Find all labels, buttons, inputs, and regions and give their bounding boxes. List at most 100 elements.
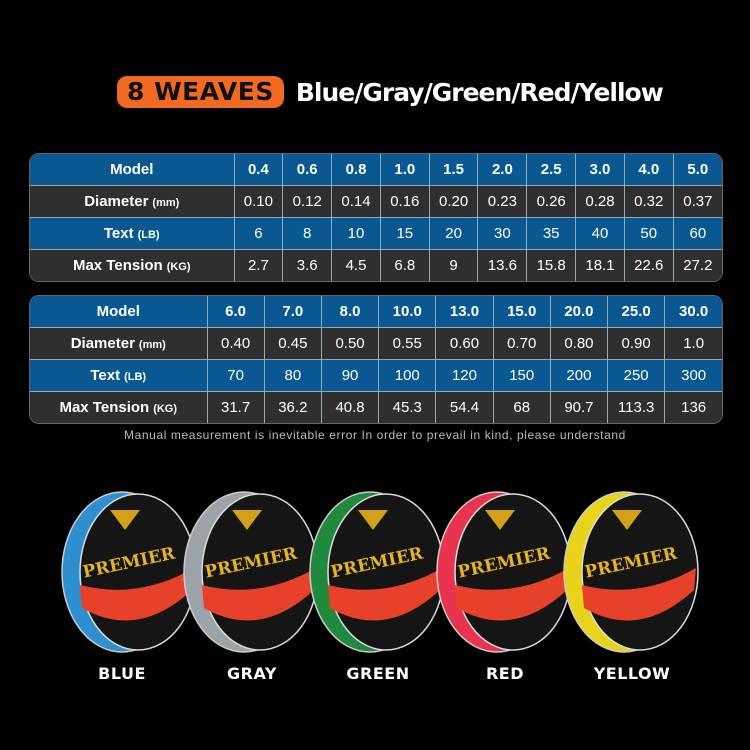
spool-red: PREMIER — [436, 491, 572, 653]
table-cell: 80 — [263, 359, 322, 393]
row-unit: (KG) — [153, 403, 178, 416]
table-cell: 0.40 — [206, 327, 265, 360]
table-cell: 3.6 — [282, 249, 332, 281]
table-cell: 2.0 — [477, 154, 527, 186]
table-cell: 54.4 — [435, 391, 494, 423]
row-unit: (LB) — [124, 371, 147, 384]
table-cell: 27.2 — [672, 249, 722, 281]
row-label: Model — [30, 296, 207, 328]
table-cell: 10 — [331, 217, 381, 251]
row-label: Text (LB) — [30, 359, 207, 393]
spec-table-2: Model 6.0 7.0 8.0 10.0 13.0 15.0 20.0 25.0 30.0 Di… — [29, 295, 723, 424]
row-label: Max Tension (KG) — [30, 249, 234, 281]
table-cell: 4.0 — [623, 154, 674, 186]
table-row: Max Tension (KG) 2.7 3.6 4.5 6.8 9 13.6 15.8 18.1… — [30, 249, 722, 281]
row-label-text: Model — [110, 160, 154, 178]
spool-gray: PREMIER — [183, 491, 319, 653]
table-cell: 70 — [206, 359, 265, 393]
row-label-text: Text — [90, 367, 121, 385]
row-label-text: Max Tension — [59, 399, 150, 417]
heading: 8 WEAVES Blue/Gray/Green/Red/Yellow — [117, 76, 664, 108]
table-cell: 0.37 — [672, 185, 722, 218]
table-row: Text (LB) 6 8 10 15 20 30 35 40 50 60 — [30, 217, 722, 251]
table-cell: 136 — [664, 391, 722, 423]
table-cell: 4.5 — [331, 249, 381, 281]
table-cell: 0.60 — [435, 327, 494, 360]
row-label-text: Max Tension — [72, 257, 163, 275]
table-cell: 0.23 — [477, 185, 527, 218]
table-cell: 6.8 — [379, 249, 430, 281]
table-row: Max Tension (KG) 31.7 36.2 40.8 45.3 54.4 68 90.… — [30, 391, 722, 423]
table-cell: 0.26 — [526, 185, 576, 218]
table-cell: 40.8 — [320, 391, 379, 423]
table-cell: 300 — [664, 359, 722, 393]
spool-images: PREMIER PREMIER PREMIER PREMIER PREMIER — [61, 491, 699, 653]
row-label: Model — [30, 154, 234, 186]
table-cell: 25.0 — [607, 296, 665, 328]
table-cell: 0.14 — [331, 185, 381, 218]
table-cell: 8.0 — [320, 296, 379, 328]
table-cell: 0.45 — [263, 327, 322, 360]
table-cell: 30.0 — [664, 296, 722, 328]
table-cell: 36.2 — [263, 391, 322, 423]
table-cell: 0.70 — [492, 327, 551, 360]
weaves-badge: 8 WEAVES — [117, 76, 284, 108]
row-unit: (LB) — [137, 229, 160, 242]
table-cell: 0.80 — [549, 327, 608, 360]
row-label-text: Text — [103, 225, 134, 243]
row-unit: (mm) — [138, 338, 166, 351]
table-cell: 120 — [435, 359, 494, 393]
table-cell: 50 — [623, 217, 674, 251]
color-label: BLUE — [98, 664, 146, 683]
row-label: Max Tension (KG) — [30, 391, 207, 423]
table-cell: 2.5 — [526, 154, 576, 186]
table-cell: 10.0 — [378, 296, 436, 328]
table-cell: 45.3 — [378, 391, 436, 423]
table-cell: 20.0 — [549, 296, 608, 328]
row-label: Diameter (mm) — [30, 185, 234, 218]
table-cell: 100 — [378, 359, 436, 393]
table-cell: 0.20 — [428, 185, 478, 218]
color-options-title: Blue/Gray/Green/Red/Yellow — [295, 77, 664, 107]
table-cell: 0.55 — [378, 327, 436, 360]
table-row: Text (LB) 70 80 90 100 120 150 200 250 300 — [30, 359, 722, 393]
table-cell: 0.28 — [575, 185, 625, 218]
table-cell: 0.8 — [331, 154, 381, 186]
table-cell: 200 — [549, 359, 608, 393]
table-row: Model 6.0 7.0 8.0 10.0 13.0 15.0 20.0 25.0 30.0 — [30, 296, 722, 328]
spool-blue: PREMIER — [61, 491, 197, 653]
table-cell: 15 — [379, 217, 430, 251]
table-cell: 7.0 — [263, 296, 322, 328]
table-cell: 22.6 — [623, 249, 674, 281]
table-cell: 0.6 — [282, 154, 332, 186]
table-cell: 68 — [492, 391, 551, 423]
table-cell: 15.8 — [526, 249, 576, 281]
color-label: GREEN — [346, 664, 410, 683]
row-label-text: Diameter — [84, 192, 149, 210]
table-cell: 0.10 — [233, 185, 283, 218]
table-cell: 1.5 — [428, 154, 478, 186]
table-cell: 5.0 — [672, 154, 722, 186]
row-label-text: Diameter — [70, 334, 135, 352]
table-cell: 6 — [233, 217, 283, 251]
table-cell: 1.0 — [379, 154, 430, 186]
table-cell: 0.4 — [233, 154, 283, 186]
row-label: Text (LB) — [30, 217, 234, 251]
table-cell: 8 — [282, 217, 332, 251]
table-cell: 0.90 — [607, 327, 665, 360]
color-label: YELLOW — [593, 664, 671, 683]
table-cell: 0.16 — [379, 185, 430, 218]
table-cell: 3.0 — [575, 154, 625, 186]
table-cell: 250 — [607, 359, 665, 393]
table-cell: 90.7 — [549, 391, 608, 423]
table-cell: 90 — [320, 359, 379, 393]
table-cell: 15.0 — [492, 296, 551, 328]
table-cell: 18.1 — [575, 249, 625, 281]
table-cell: 60 — [672, 217, 722, 251]
row-label: Diameter (mm) — [30, 327, 207, 360]
table-cell: 13.0 — [435, 296, 494, 328]
table-row: Diameter (mm) 0.10 0.12 0.14 0.16 0.20 0.23 0.26… — [30, 185, 722, 218]
measurement-note: Manual measurement is inevitable error I… — [124, 428, 626, 442]
table-cell: 20 — [428, 217, 478, 251]
table-cell: 40 — [575, 217, 625, 251]
